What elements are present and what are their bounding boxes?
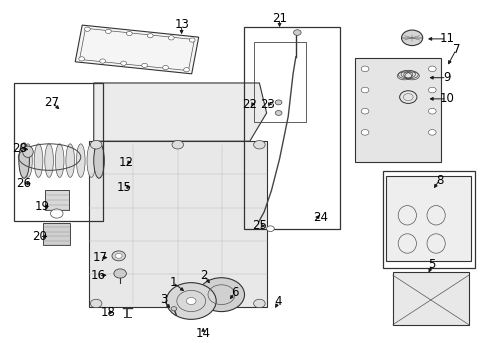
Text: 14: 14	[196, 327, 211, 340]
Text: 18: 18	[101, 306, 116, 319]
Circle shape	[100, 59, 105, 63]
Bar	[393, 273, 469, 325]
Circle shape	[115, 253, 122, 258]
Text: 26: 26	[16, 177, 31, 190]
Circle shape	[254, 140, 265, 149]
Ellipse shape	[87, 144, 96, 177]
Circle shape	[186, 297, 196, 305]
Circle shape	[171, 307, 177, 311]
Text: 19: 19	[35, 200, 50, 213]
Text: 4: 4	[275, 295, 282, 308]
Circle shape	[172, 140, 184, 149]
Circle shape	[90, 140, 102, 149]
Circle shape	[90, 299, 102, 308]
Circle shape	[428, 130, 436, 135]
Ellipse shape	[19, 143, 29, 178]
Circle shape	[142, 63, 147, 68]
Bar	[383, 171, 474, 268]
Circle shape	[275, 111, 282, 116]
Circle shape	[172, 299, 184, 308]
Text: 6: 6	[231, 287, 238, 300]
Circle shape	[401, 30, 423, 46]
Circle shape	[428, 87, 436, 93]
Text: 12: 12	[119, 156, 133, 169]
Bar	[386, 176, 471, 261]
Circle shape	[166, 283, 216, 319]
Bar	[14, 83, 103, 221]
Circle shape	[147, 33, 153, 38]
Bar	[244, 27, 340, 229]
Text: 28: 28	[12, 142, 27, 155]
Ellipse shape	[24, 144, 32, 177]
Circle shape	[428, 108, 436, 114]
Bar	[43, 224, 70, 245]
Text: 22: 22	[242, 98, 257, 111]
Circle shape	[361, 66, 369, 72]
Text: 16: 16	[91, 269, 106, 282]
Ellipse shape	[76, 144, 85, 177]
Circle shape	[163, 66, 169, 70]
Circle shape	[121, 61, 126, 66]
Circle shape	[428, 66, 436, 72]
Text: 13: 13	[174, 18, 189, 31]
Text: 11: 11	[439, 32, 454, 45]
Bar	[254, 42, 305, 122]
Circle shape	[254, 299, 265, 308]
Polygon shape	[89, 141, 267, 307]
Ellipse shape	[34, 144, 43, 177]
Bar	[75, 25, 199, 74]
Bar	[355, 58, 441, 162]
Circle shape	[169, 36, 174, 40]
Text: 7: 7	[453, 43, 460, 56]
Text: 10: 10	[439, 93, 454, 105]
Text: 1: 1	[169, 276, 177, 289]
Bar	[45, 189, 69, 210]
Circle shape	[105, 29, 111, 33]
Circle shape	[267, 226, 274, 231]
Circle shape	[184, 68, 190, 72]
Circle shape	[294, 30, 301, 35]
Text: 3: 3	[160, 293, 167, 306]
Text: 5: 5	[429, 258, 436, 271]
Text: 2: 2	[200, 269, 208, 282]
Text: 17: 17	[93, 251, 107, 264]
Circle shape	[198, 278, 245, 312]
Circle shape	[361, 130, 369, 135]
Text: 23: 23	[261, 98, 275, 111]
Polygon shape	[94, 83, 267, 141]
Text: 9: 9	[443, 71, 450, 84]
Circle shape	[114, 269, 126, 278]
Circle shape	[112, 251, 125, 261]
Circle shape	[361, 87, 369, 93]
Circle shape	[189, 38, 195, 42]
Text: 15: 15	[117, 181, 131, 194]
Ellipse shape	[45, 144, 53, 177]
Ellipse shape	[66, 144, 74, 177]
Circle shape	[84, 27, 90, 31]
Bar	[79, 28, 195, 71]
Text: 20: 20	[32, 230, 47, 243]
Circle shape	[50, 209, 63, 218]
Circle shape	[361, 108, 369, 114]
Ellipse shape	[23, 146, 33, 157]
Text: 27: 27	[45, 96, 59, 109]
Circle shape	[275, 100, 282, 105]
Ellipse shape	[94, 143, 104, 178]
Circle shape	[79, 57, 85, 61]
Text: 8: 8	[436, 174, 443, 186]
Text: 25: 25	[252, 219, 267, 232]
Circle shape	[126, 31, 132, 36]
Text: 24: 24	[314, 211, 328, 224]
Text: 21: 21	[272, 12, 287, 25]
Ellipse shape	[55, 144, 64, 177]
